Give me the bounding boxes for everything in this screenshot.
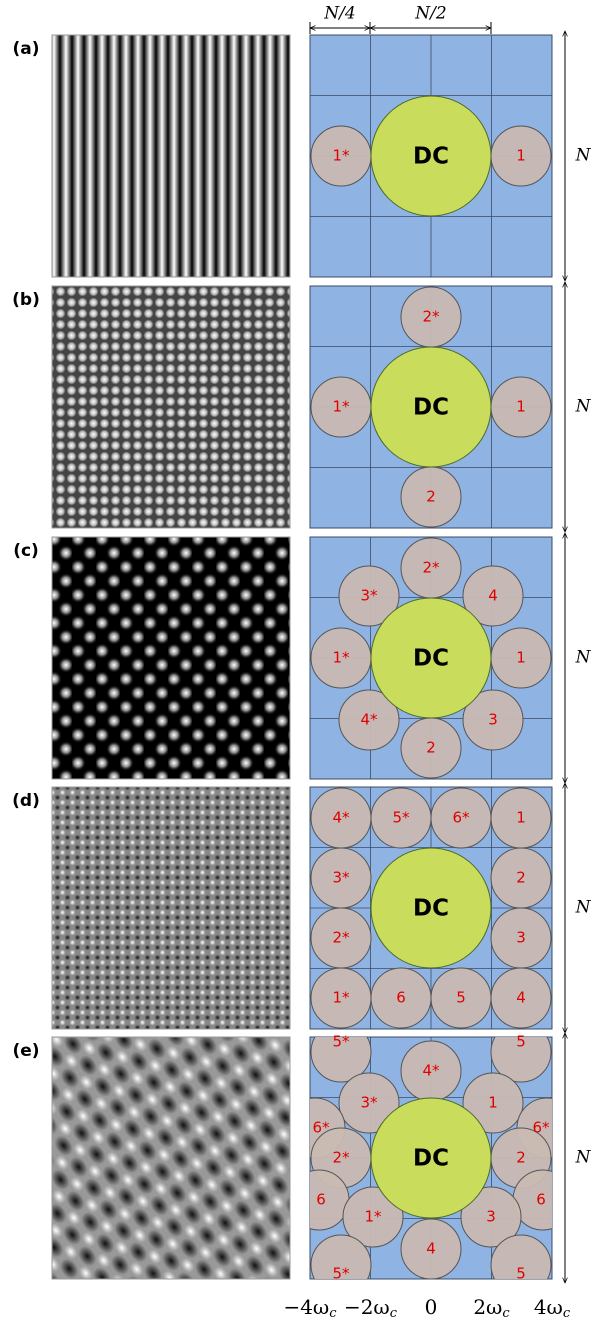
spectrum-panel: 2* 4 1 3 2 4* 1* 3* DC <box>310 537 552 779</box>
spectrum-panel: 1* 1 DC <box>310 35 552 277</box>
circle-label: 4* <box>332 809 350 827</box>
panel-label: (b) <box>12 290 40 310</box>
dim-label: N <box>575 648 592 668</box>
axis-label-main: −2ω <box>344 1295 390 1319</box>
pattern-image <box>52 35 290 277</box>
dim-label: N <box>575 1148 592 1168</box>
circle-label: 1* <box>332 398 350 416</box>
sideband-circle <box>491 1022 551 1082</box>
pattern-image <box>52 787 290 1029</box>
panel-label: (a) <box>12 39 39 59</box>
circle-label: 6 <box>396 989 406 1007</box>
dim-label: N <box>575 397 592 417</box>
circle-label: 6 <box>316 1191 326 1209</box>
circle-label: 2* <box>332 929 350 947</box>
circle-label: 5* <box>392 809 410 827</box>
dc-label: DC <box>413 646 449 672</box>
pattern-image <box>52 1037 290 1279</box>
pattern-image <box>52 286 290 528</box>
sideband-circle <box>311 1022 371 1082</box>
axis-label: 4ωc <box>534 1295 571 1321</box>
circle-label: 4 <box>488 587 498 605</box>
axis-label-sub: c <box>329 1306 337 1321</box>
spectrum-panel: 4* 5* 6* 1 3* 2* 1* 2 3 4 6 5 DC <box>310 787 552 1029</box>
dc-label: DC <box>413 395 449 421</box>
axis-label-main: 0 <box>425 1295 438 1319</box>
axis-label-main: 2ω <box>473 1295 502 1319</box>
dim-label: N <box>575 898 592 918</box>
spectrum-panel: 1* 1 2* 2 DC <box>310 286 552 528</box>
axis-label: 2ωc <box>473 1295 510 1321</box>
circle-label: 6* <box>312 1119 330 1137</box>
circle-label: 3 <box>516 929 526 947</box>
circle-label: 1* <box>364 1208 382 1226</box>
circle-label: 2 <box>516 869 526 887</box>
circle-label: 4 <box>426 1240 436 1258</box>
circle-label: 1 <box>516 147 526 165</box>
dc-label: DC <box>413 1146 449 1172</box>
figure: N/4 N/2 (a)1*1DCN(b)1*12*2DCN(c)2*41324*… <box>0 0 603 1328</box>
axis-label-sub: c <box>563 1306 571 1321</box>
circle-label: 1* <box>332 989 350 1007</box>
panel-label: (d) <box>12 791 40 811</box>
dim-label: N/2 <box>414 4 446 24</box>
circle-label: 2* <box>422 559 440 577</box>
circle-label: 1 <box>488 1094 498 1112</box>
circle-label: 1 <box>516 398 526 416</box>
circle-label: 2 <box>426 739 436 757</box>
circle-label: 3* <box>360 587 378 605</box>
circle-label: 5* <box>332 1033 350 1051</box>
circle-label: 6 <box>536 1191 546 1209</box>
circle-label: 3* <box>360 1094 378 1112</box>
axis-label: −4ωc <box>283 1295 337 1321</box>
circle-label: 3 <box>486 1208 496 1226</box>
circle-label: 6* <box>532 1119 550 1137</box>
circle-label: 2 <box>426 488 436 506</box>
axis-label-main: −4ω <box>283 1295 329 1319</box>
axis-label-sub: c <box>390 1306 398 1321</box>
circle-label: 2* <box>422 308 440 326</box>
axis-label-main: 4ω <box>534 1295 563 1319</box>
circle-label: 6* <box>452 809 470 827</box>
circle-label: 1 <box>516 649 526 667</box>
circle-label: 5 <box>456 989 466 1007</box>
circle-label: 4 <box>516 989 526 1007</box>
panel-label: (c) <box>13 541 39 561</box>
axis-label-sub: c <box>502 1306 510 1321</box>
circle-label: 1* <box>332 649 350 667</box>
circle-label: 3* <box>332 869 350 887</box>
circle-label: 4* <box>360 711 378 729</box>
circle-label: 2* <box>332 1149 350 1167</box>
circle-label: 4* <box>422 1062 440 1080</box>
dim-label: N <box>575 146 592 166</box>
circle-label: 2 <box>516 1149 526 1167</box>
axis-label: −2ωc <box>344 1295 398 1321</box>
panel-label: (e) <box>12 1041 39 1061</box>
pattern-image <box>52 537 290 779</box>
circle-label: 5 <box>516 1265 526 1283</box>
circle-label: 5* <box>332 1265 350 1283</box>
dc-label: DC <box>413 896 449 922</box>
axis-label: 0 <box>425 1295 438 1319</box>
dc-label: DC <box>413 144 449 170</box>
circle-label: 5 <box>516 1033 526 1051</box>
circle-label: 1 <box>516 809 526 827</box>
circle-label: 3 <box>488 711 498 729</box>
circle-label: 1* <box>332 147 350 165</box>
dim-label: N/4 <box>323 4 355 24</box>
